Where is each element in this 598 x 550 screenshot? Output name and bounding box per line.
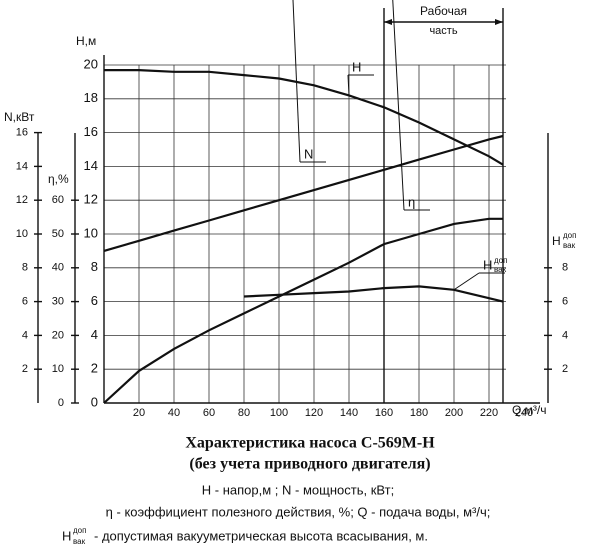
eta_axis-tick-label: 50 — [52, 228, 64, 240]
y-tick-label: 18 — [84, 90, 98, 105]
zone-label: Рабочая — [420, 4, 467, 18]
x-tick-label: 160 — [375, 407, 393, 419]
legend-sub: вак — [73, 537, 86, 546]
eta_axis-tick-label: 40 — [52, 262, 64, 274]
x-tick-label: 40 — [168, 407, 180, 419]
hvac-axis-label: H — [552, 234, 561, 248]
n_axis-tick-label: 16 — [16, 127, 28, 139]
n_axis-tick-label: 6 — [22, 296, 28, 308]
x-tick-label: 20 — [133, 407, 145, 419]
eta_axis-tick-label: 0 — [58, 397, 64, 409]
leader — [453, 272, 480, 291]
n_axis-tick-label: 14 — [16, 160, 28, 172]
y-tick-label: 4 — [91, 327, 98, 342]
hvac_axis-tick-label: 2 — [562, 363, 568, 375]
curve — [104, 69, 504, 166]
curve-label: H — [483, 257, 492, 272]
hvac_axis-tick-label: 6 — [562, 296, 568, 308]
leader — [347, 74, 350, 96]
legend-line: H - напор,м ; N - мощность, кВт; — [202, 482, 394, 497]
y-tick-label: 8 — [91, 259, 98, 274]
curve-label-sup: доп — [494, 256, 507, 265]
x-tick-label: 200 — [445, 407, 463, 419]
eta-axis-label: η,% — [48, 172, 69, 186]
y-tick-label: 0 — [91, 394, 98, 409]
leader — [292, 0, 301, 163]
y-axis-label: H,м — [76, 34, 96, 48]
hvac_axis-tick-label: 8 — [562, 262, 568, 274]
hvac_axis-tick-label: 4 — [562, 329, 568, 341]
y-tick-label: 6 — [91, 293, 98, 308]
x-tick-label: 220 — [480, 407, 498, 419]
leader — [392, 0, 405, 211]
y-tick-label: 20 — [84, 56, 98, 71]
x-tick-label: 100 — [270, 407, 288, 419]
y-tick-label: 12 — [84, 192, 98, 207]
y-tick-label: 14 — [84, 158, 98, 173]
x-tick-label: 180 — [410, 407, 428, 419]
n_axis-tick-label: 2 — [22, 363, 28, 375]
legend-sup: доп — [73, 526, 86, 535]
chart-title: Характеристика насоса С-569М-Н — [185, 435, 435, 452]
curve — [243, 285, 504, 303]
curve — [103, 217, 503, 404]
curve-label: N — [304, 146, 313, 161]
n_axis-tick-label: 12 — [16, 194, 28, 206]
legend-line: - допустимая вакууметрическая высота вса… — [94, 528, 428, 543]
x-tick-label: 80 — [238, 407, 250, 419]
n-axis-label: N,кВт — [4, 110, 35, 124]
x-axis-label: Q,м³/ч — [512, 403, 547, 417]
legend-line: η - коэффициент полезного действия, %; Q… — [106, 504, 491, 519]
y-tick-label: 10 — [84, 225, 98, 240]
y-tick-label: 2 — [91, 361, 98, 376]
x-tick-label: 60 — [203, 407, 215, 419]
curve-label-sub: вак — [494, 265, 507, 274]
eta_axis-tick-label: 30 — [52, 296, 64, 308]
eta_axis-tick-label: 20 — [52, 329, 64, 341]
hvac-axis-sup: доп — [563, 231, 576, 240]
curve-label: η — [408, 194, 415, 209]
y-tick-label: 16 — [84, 124, 98, 139]
legend-symbol: H — [62, 528, 71, 543]
curve — [103, 134, 504, 252]
chart-subtitle: (без учета приводного двигателя) — [189, 456, 430, 473]
n_axis-tick-label: 8 — [22, 262, 28, 274]
x-tick-label: 240 — [515, 407, 533, 419]
n_axis-tick-label: 4 — [22, 329, 28, 341]
x-tick-label: 140 — [340, 407, 358, 419]
eta_axis-tick-label: 10 — [52, 363, 64, 375]
zone-label: часть — [429, 25, 457, 37]
x-tick-label: 120 — [305, 407, 323, 419]
eta_axis-tick-label: 60 — [52, 194, 64, 206]
hvac-axis-sub: вак — [563, 241, 576, 250]
curve-label: H — [352, 59, 361, 74]
n_axis-tick-label: 10 — [16, 228, 28, 240]
